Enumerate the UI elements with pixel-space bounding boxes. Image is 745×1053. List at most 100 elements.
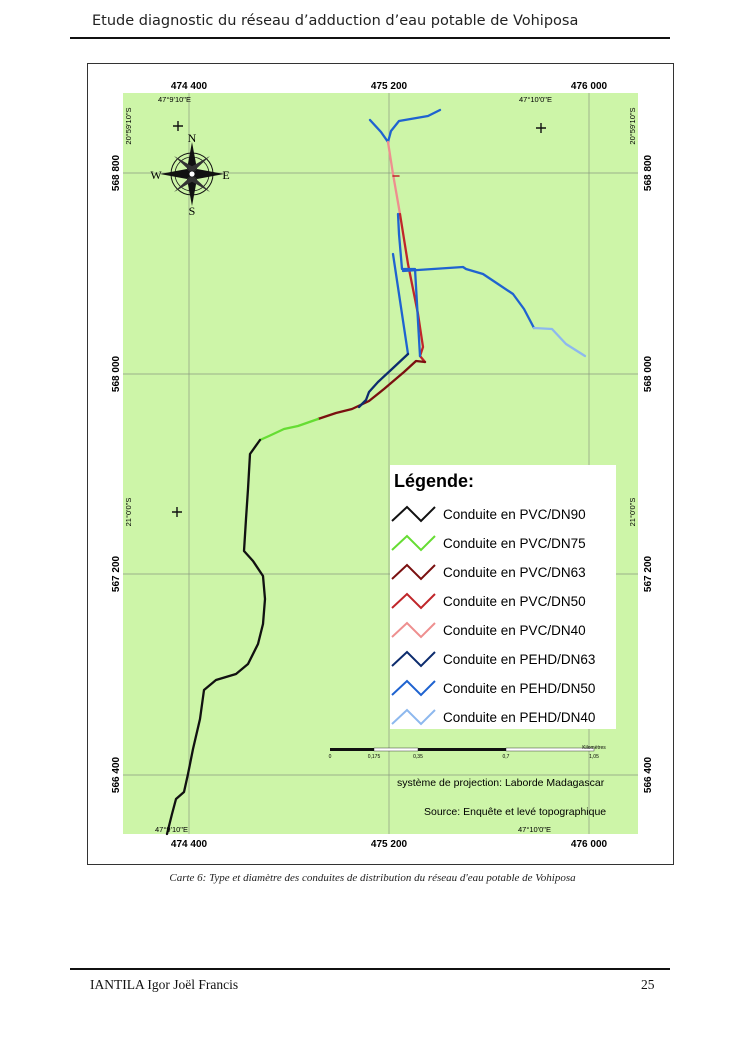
- pipe-pvc-dn50: [398, 212, 427, 364]
- legend-label: Conduite en PVC/DN40: [443, 623, 586, 638]
- legend-label: Conduite en PEHD/DN40: [443, 710, 595, 725]
- legend-label: Conduite en PVC/DN63: [443, 565, 586, 580]
- lon-label-bottom: 47°9'10"E: [155, 825, 188, 834]
- pipe-pehd-dn50: [391, 252, 410, 356]
- legend-symbol: [391, 592, 436, 610]
- pipe-pvc-dn63: [316, 359, 427, 421]
- legend-item: Conduite en PVC/DN90: [391, 505, 586, 523]
- legend-symbol: [391, 708, 436, 726]
- scale-bar-segment: [418, 748, 506, 751]
- graticule-crosses: [172, 121, 546, 517]
- scale-bar: 0 0,175 0,35 0,7 1,05 Kilomètres: [329, 745, 607, 760]
- scale-bar-segment: [373, 747, 419, 752]
- legend-item: Conduite en PVC/DN50: [391, 592, 586, 610]
- legend-item: Conduite en PEHD/DN63: [391, 650, 595, 668]
- y-tick-right: 568 000: [643, 355, 654, 392]
- scale-bar-ticks: 0 0,175 0,35 0,7 1,05: [329, 754, 599, 760]
- lon-label-top: 47°9'10"E: [158, 95, 191, 104]
- y-ticks-right: 568 800 568 000 567 200 566 400: [643, 154, 654, 793]
- legend-symbol: [391, 621, 436, 639]
- legend-symbol: [391, 563, 436, 581]
- compass-sw-point: [174, 174, 195, 192]
- map-frame: N S E W 474 400 475 200 476 000 47°9'10"…: [87, 63, 674, 865]
- lon-label-top: 47°10'0"E: [519, 95, 552, 104]
- x-tick-top: 476 000: [571, 81, 608, 92]
- y-tick-right: 567 200: [643, 555, 654, 592]
- lat-label-right: 20°59'10"S: [628, 107, 637, 144]
- lat-labels-right: 20°59'10"S 21°0'0"S: [628, 107, 637, 526]
- x-tick-top: 475 200: [371, 81, 408, 92]
- legend-item: Conduite en PEHD/DN40: [391, 708, 595, 726]
- graticule-cross: [536, 123, 546, 133]
- compass-west-point: [160, 169, 192, 179]
- footer-rule: [70, 968, 670, 970]
- lon-labels-top: 47°9'10"E 47°10'0"E: [158, 95, 552, 104]
- x-ticks-bottom: 474 400 475 200 476 000: [171, 839, 608, 850]
- x-ticks-top: 474 400 475 200 476 000: [171, 81, 608, 92]
- legend-item: Conduite en PEHD/DN50: [391, 679, 595, 697]
- y-tick-left: 567 200: [111, 555, 122, 592]
- graticule-cross: [172, 507, 182, 517]
- projection-note: système de projection: Laborde Madagasca…: [397, 777, 605, 789]
- compass-east-point: [192, 169, 224, 179]
- y-tick-left: 568 000: [111, 355, 122, 392]
- y-tick-left: 568 800: [111, 154, 122, 191]
- pipe-pvc-dn75: [258, 417, 320, 442]
- scale-tick: 0,7: [503, 754, 510, 760]
- map-canvas: N S E W 474 400 475 200 476 000 47°9'10"…: [111, 81, 654, 850]
- legend-item: Conduite en PVC/DN75: [391, 534, 586, 552]
- pipe-pehd-dn50: [396, 212, 422, 358]
- scale-tick: 0,35: [413, 754, 423, 760]
- x-tick-bottom: 475 200: [371, 839, 408, 850]
- x-tick-bottom: 476 000: [571, 839, 608, 850]
- legend-box: [390, 465, 616, 729]
- legend-label: Conduite en PEHD/DN63: [443, 652, 595, 667]
- legend-label: Conduite en PEHD/DN50: [443, 681, 595, 696]
- x-tick-top: 474 400: [171, 81, 208, 92]
- lon-labels-bottom: 47°9'10"E 47°10'0"E: [155, 825, 551, 834]
- y-tick-left: 566 400: [111, 756, 122, 793]
- footer-author: IANTILA Igor Joël Francis: [90, 977, 239, 992]
- header-rule: [70, 37, 670, 39]
- legend-items: Conduite en PVC/DN90 Conduite en PVC/DN75…: [391, 505, 595, 726]
- legend-symbol: [391, 534, 436, 552]
- compass-rose: N S E W: [150, 131, 229, 218]
- legend-label: Conduite en PVC/DN90: [443, 507, 586, 522]
- legend-label: Conduite en PVC/DN75: [443, 536, 586, 551]
- y-tick-right: 566 400: [643, 756, 654, 793]
- pipe-network: [165, 108, 587, 836]
- pipe-pehd-dn40: [532, 326, 587, 358]
- lat-label-left: 20°59'10"S: [124, 107, 133, 144]
- lon-label-bottom: 47°10'0"E: [518, 825, 551, 834]
- scale-tick: 0,175: [368, 754, 381, 760]
- y-ticks-left: 568 800 568 000 567 200 566 400: [111, 154, 122, 793]
- scale-unit: Kilomètres: [582, 745, 606, 751]
- legend-symbol: [391, 679, 436, 697]
- compass-w-label: W: [150, 168, 162, 182]
- legend-item: Conduite en PVC/DN40: [391, 621, 586, 639]
- lat-label-right: 21°0'0"S: [628, 498, 637, 527]
- source-note: Source: Enquête et levé topographique: [424, 806, 606, 818]
- figure-caption: Carte 6: Type et diamètre des conduites …: [169, 872, 576, 884]
- pipe-pehd-dn63: [357, 352, 410, 409]
- page-number: 25: [641, 977, 655, 992]
- scale-tick: 0: [329, 754, 332, 760]
- legend-label: Conduite en PVC/DN50: [443, 594, 586, 609]
- pipe-pehd-dn50: [401, 265, 536, 330]
- graticule-cross: [173, 121, 183, 131]
- lat-labels-left: 20°59'10"S 21°0'0"S: [124, 107, 133, 526]
- compass-center: [188, 170, 196, 178]
- running-header-title: Etude diagnostic du réseau d’adduction d…: [92, 13, 579, 29]
- scale-bar-segment: [330, 748, 374, 751]
- compass-s-label: S: [189, 204, 196, 218]
- pipe-pvc-dn90: [165, 438, 267, 836]
- compass-n-label: N: [188, 131, 197, 145]
- legend-symbol: [391, 650, 436, 668]
- pipe-pvc-dn40: [386, 140, 402, 216]
- compass-nw-point: [174, 156, 195, 174]
- legend-item: Conduite en PVC/DN63: [391, 563, 586, 581]
- legend-symbol: [391, 505, 436, 523]
- x-tick-bottom: 474 400: [171, 839, 208, 850]
- lat-label-left: 21°0'0"S: [124, 498, 133, 527]
